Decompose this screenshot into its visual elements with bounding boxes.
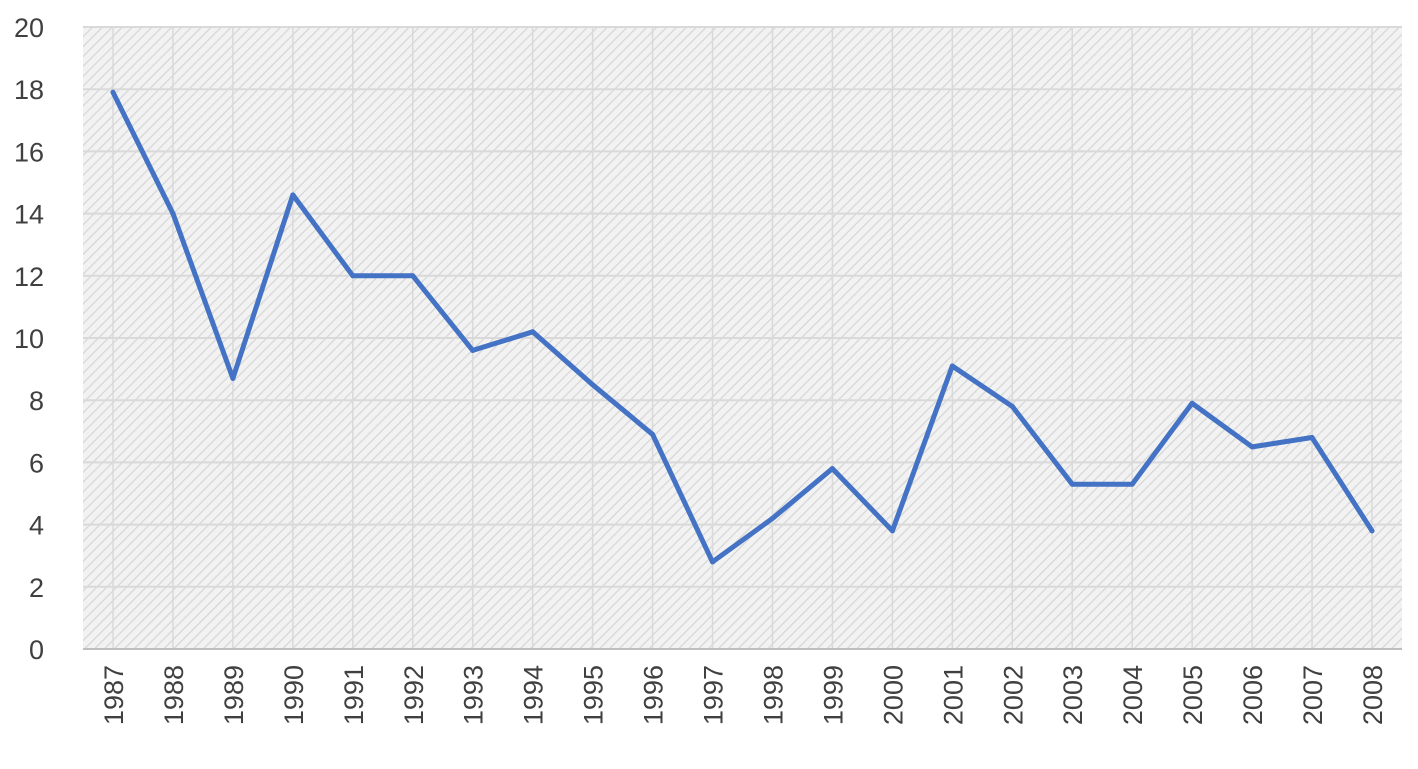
y-tick-label: 8 — [29, 386, 44, 416]
x-tick-label: 2003 — [1058, 665, 1088, 725]
data-point — [290, 192, 296, 198]
x-tick-label: 1989 — [219, 665, 249, 725]
x-tick-label: 1991 — [339, 665, 369, 725]
x-tick-label: 1997 — [699, 665, 729, 725]
x-tick-label: 2005 — [1178, 665, 1208, 725]
y-tick-label: 16 — [14, 137, 44, 167]
x-tick-label: 1996 — [639, 665, 669, 725]
data-point — [1249, 444, 1255, 450]
x-tick-label: 2008 — [1358, 665, 1388, 725]
data-point — [949, 363, 955, 369]
x-tick-label: 2000 — [878, 665, 908, 725]
data-point — [530, 329, 536, 335]
y-tick-label: 0 — [29, 635, 44, 665]
data-point — [350, 273, 356, 279]
data-point — [1009, 403, 1015, 409]
x-tick-label: 2006 — [1238, 665, 1268, 725]
data-point — [1189, 400, 1195, 406]
data-point — [230, 375, 236, 381]
axes: 0 2 4 6 8 10 12 14 16 18 20 1987 1988 1989 1990 1991 199… — [14, 13, 1402, 725]
y-tick-label: 18 — [14, 75, 44, 105]
data-point — [1129, 481, 1135, 487]
data-point — [110, 89, 116, 95]
y-tick-label: 4 — [29, 511, 44, 541]
x-tick-label: 1995 — [579, 665, 609, 725]
data-point — [1069, 481, 1075, 487]
x-tick-label: 2004 — [1118, 665, 1148, 725]
data-point — [590, 382, 596, 388]
x-tick-label: 1990 — [279, 665, 309, 725]
data-point — [650, 431, 656, 437]
data-point — [470, 347, 476, 353]
y-tick-label: 2 — [29, 573, 44, 603]
x-tick-label: 2001 — [938, 665, 968, 725]
y-tick-label: 12 — [14, 262, 44, 292]
x-tick-label: 1993 — [459, 665, 489, 725]
data-point — [1309, 435, 1315, 441]
data-point — [769, 515, 775, 521]
x-tick-label: 1999 — [818, 665, 848, 725]
data-point — [170, 211, 176, 217]
y-tick-label: 14 — [14, 200, 44, 230]
x-tick-label: 1988 — [159, 665, 189, 725]
x-tick-label: 1987 — [99, 665, 129, 725]
data-point — [410, 273, 416, 279]
x-tick-label: 2002 — [998, 665, 1028, 725]
x-tick-label: 2007 — [1298, 665, 1328, 725]
x-tick-label: 1992 — [399, 665, 429, 725]
y-tick-label: 6 — [29, 448, 44, 478]
series-layer — [110, 89, 1375, 565]
y-tick-label: 20 — [14, 13, 44, 43]
data-point — [1369, 528, 1375, 534]
data-point — [710, 559, 716, 565]
series-line — [110, 89, 1375, 565]
x-tick-label: 1998 — [758, 665, 788, 725]
gridlines — [83, 26, 1402, 650]
y-tick-label: 10 — [14, 324, 44, 354]
x-tick-label: 1994 — [519, 665, 549, 725]
data-point — [889, 528, 895, 534]
data-point — [829, 466, 835, 472]
